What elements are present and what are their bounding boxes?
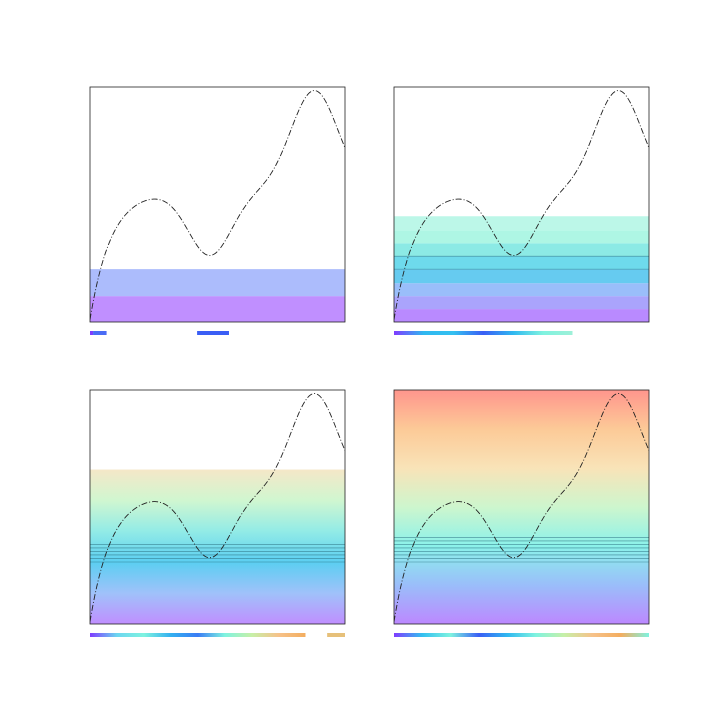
color-strip-1 (90, 331, 94, 335)
series-line (90, 90, 345, 320)
band-3 (394, 283, 649, 297)
band-7 (394, 230, 649, 244)
color-strip-2 (93, 331, 107, 335)
band-8 (394, 216, 649, 231)
band-1 (90, 296, 345, 322)
axes-frame (89, 86, 346, 323)
color-strip-1 (90, 633, 306, 637)
axes-frame (393, 86, 650, 323)
band-5 (394, 256, 649, 270)
color-strip-1 (394, 331, 573, 335)
series-line (394, 90, 649, 320)
chart-panel-4 (393, 389, 650, 637)
band-1 (394, 309, 649, 322)
chart-panel-2 (393, 86, 650, 335)
chart-panel-3 (89, 389, 346, 637)
plot-area (90, 393, 345, 624)
color-strip-2 (327, 633, 345, 637)
series-line (394, 393, 649, 622)
color-strip-1 (394, 633, 649, 637)
axes-frame (89, 389, 346, 625)
chart-panel-1 (89, 86, 346, 335)
band-2 (90, 269, 345, 297)
plot-area (90, 90, 345, 322)
band-4 (394, 269, 649, 284)
band-2 (394, 296, 649, 310)
gradient-band (394, 390, 649, 624)
series-line (90, 393, 345, 622)
gradient-band (90, 469, 345, 624)
axes-frame (393, 389, 650, 625)
plot-area (394, 390, 649, 624)
band-6 (394, 243, 649, 257)
plot-area (394, 90, 649, 322)
color-strip-3 (197, 331, 229, 335)
